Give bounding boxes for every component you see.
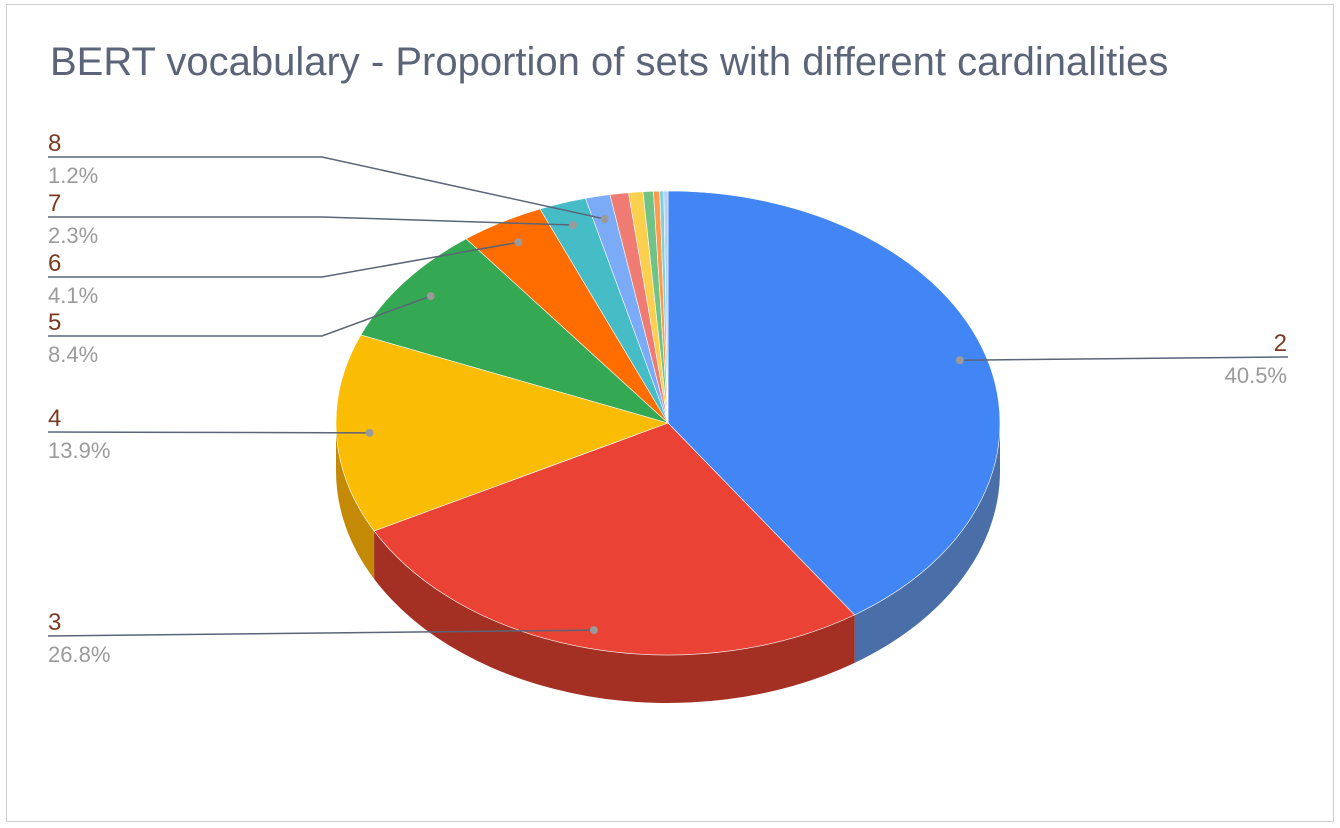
slice-label-6: 6 bbox=[48, 250, 61, 277]
leader-line-2 bbox=[959, 356, 1289, 361]
leader-dot-8 bbox=[600, 214, 609, 223]
leader-dot-7 bbox=[568, 221, 577, 230]
leader-dot-2 bbox=[955, 356, 964, 365]
slice-percent-8: 1.2% bbox=[48, 163, 98, 188]
slice-percent-3: 26.8% bbox=[48, 642, 110, 667]
leader-line-8 bbox=[48, 156, 605, 220]
pie-slice-minor-12 bbox=[663, 190, 669, 424]
slice-percent-4: 13.9% bbox=[48, 438, 110, 463]
slice-percent-5: 8.4% bbox=[48, 342, 98, 367]
leader-line-4 bbox=[47, 431, 370, 434]
pie-slice-4 bbox=[335, 334, 669, 532]
leader-line-6 bbox=[48, 241, 519, 278]
leader-line-3 bbox=[47, 629, 594, 637]
slice-percent-6: 4.1% bbox=[48, 283, 98, 308]
leader-dot-5 bbox=[426, 292, 435, 301]
slice-label-4: 4 bbox=[48, 405, 61, 432]
leader-line-7 bbox=[48, 216, 574, 226]
leader-dot-4 bbox=[365, 428, 374, 437]
slice-label-5: 5 bbox=[48, 309, 61, 336]
slice-percent-7: 2.3% bbox=[48, 223, 98, 248]
leader-dot-6 bbox=[514, 238, 523, 247]
pie-slice-2 bbox=[667, 190, 1001, 616]
chart-title: BERT vocabulary - Proportion of sets wit… bbox=[50, 40, 1169, 84]
leader-line-5 bbox=[48, 295, 432, 337]
pie-top-layer bbox=[335, 190, 1001, 656]
slice-label-7: 7 bbox=[48, 190, 61, 217]
slice-label-8: 8 bbox=[48, 130, 61, 157]
slice-label-3: 3 bbox=[48, 609, 61, 636]
leader-dot-3 bbox=[589, 626, 598, 635]
slice-percent-2: 40.5% bbox=[1225, 363, 1287, 388]
pie-slice-3 bbox=[373, 422, 856, 656]
pie-slice-5 bbox=[360, 238, 669, 424]
slice-label-2: 2 bbox=[1274, 330, 1287, 357]
pie-labels-layer: 2 40.5% 3 26.8% 4 13.9% 5 8.4% 6 4.1% 7 2.3% 8 1.2% bbox=[47, 130, 1289, 667]
pie-side-2 bbox=[854, 423, 1000, 663]
pie-side-3 bbox=[374, 530, 855, 703]
